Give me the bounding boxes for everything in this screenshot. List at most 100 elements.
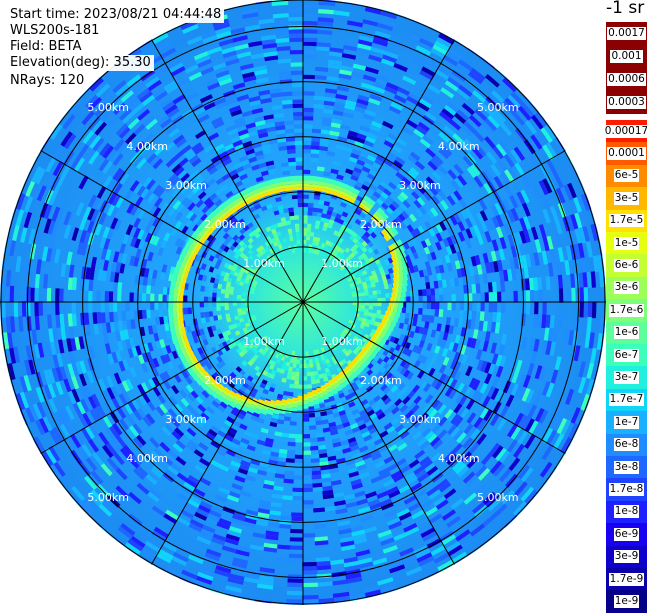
range-gate <box>315 225 320 230</box>
ring-gate <box>173 308 177 316</box>
range-gate <box>293 363 297 368</box>
range-gate <box>298 385 303 389</box>
range-gate <box>296 232 300 237</box>
range-gate <box>314 195 320 200</box>
range-gate <box>289 25 304 30</box>
range-gate <box>291 62 304 66</box>
colorbar-tick-label: 1.7e-5 <box>609 214 645 227</box>
range-gate <box>302 488 313 492</box>
range-gate <box>308 203 314 208</box>
range-gate <box>296 166 304 170</box>
ring-gate <box>303 187 310 191</box>
range-gate <box>146 285 151 294</box>
ring-gate <box>297 406 303 411</box>
start-time-label: Start time: 2023/08/21 04:44:48 <box>0 7 224 23</box>
range-gate <box>360 308 365 312</box>
range-label: 5.00km <box>87 491 129 504</box>
range-gate <box>183 295 187 302</box>
ring-gate <box>297 402 303 406</box>
range-gate <box>238 601 256 607</box>
range-gate <box>294 455 303 459</box>
colorbar-tick-label: 0.0006 <box>607 73 646 86</box>
range-label: 2.00km <box>360 374 402 387</box>
range-gate <box>303 75 316 80</box>
range-gate <box>109 301 113 312</box>
ppi-scan-plot: 1.00km1.00km1.00km1.00km2.00km2.00km2.00… <box>0 0 606 607</box>
instrument-label: WLS200s-181 <box>0 23 102 39</box>
range-gate <box>162 302 166 310</box>
range-gate <box>286 220 291 225</box>
range-gate <box>435 302 439 310</box>
ring-gate <box>169 294 174 302</box>
range-gate <box>306 364 310 368</box>
range-gate <box>290 537 303 541</box>
range-gate <box>594 381 603 399</box>
nrays-label: NRays: 120 <box>0 73 87 89</box>
colorbar-upper-cell: 0.001 <box>606 45 647 68</box>
range-gate <box>163 287 168 295</box>
range-gate <box>297 240 301 244</box>
range-gate <box>225 313 230 318</box>
colorbar-cell: 1e-7 <box>606 411 647 433</box>
ring-gate <box>303 184 310 187</box>
ring-gate <box>393 307 397 313</box>
range-label: 2.00km <box>204 374 246 387</box>
range-gate <box>284 120 294 125</box>
range-gate <box>221 289 226 294</box>
range-gate <box>292 99 303 103</box>
range-gate <box>200 286 205 292</box>
range-gate <box>439 295 443 303</box>
range-gate <box>303 42 317 47</box>
range-gate <box>302 562 317 567</box>
range-label: 2.00km <box>204 218 246 231</box>
range-gate <box>121 311 126 321</box>
range-gate <box>309 421 316 426</box>
range-gate <box>584 302 589 318</box>
range-label: 3.00km <box>165 179 207 192</box>
range-gate <box>109 291 113 302</box>
colorbar-cell: 6e-5 <box>606 165 647 187</box>
range-gate <box>289 33 304 38</box>
range-gate <box>350 601 368 607</box>
range-gate <box>303 13 319 18</box>
range-gate <box>305 351 308 355</box>
range-gate <box>311 149 320 154</box>
range-gate <box>295 157 303 161</box>
range-gate <box>309 363 313 368</box>
range-gate <box>311 458 320 463</box>
ring-gate <box>313 400 319 405</box>
colorbar-cell: 0.0001 <box>606 142 647 164</box>
range-gate <box>10 286 15 302</box>
range-gate <box>294 128 304 132</box>
colorbar-cell: 6e-9 <box>606 523 647 545</box>
range-gate <box>313 508 325 513</box>
range-gate <box>522 290 526 302</box>
range-gate <box>303 149 312 153</box>
range-gate <box>295 228 299 232</box>
range-gate <box>579 302 584 318</box>
ring-gate <box>292 397 298 401</box>
range-gate <box>288 578 304 583</box>
range-gate <box>88 290 93 302</box>
colorbar-upper-cell: 0.0006 <box>606 68 647 91</box>
range-gate <box>373 302 377 306</box>
range-gate <box>237 295 241 299</box>
range-gate <box>294 215 299 220</box>
range-label: 4.00km <box>126 140 168 153</box>
range-gate <box>303 219 308 223</box>
range-gate <box>307 372 311 376</box>
range-gate <box>308 207 313 212</box>
colorbar-unit-label: -1 sr <box>606 0 644 18</box>
ring-gate <box>402 286 407 292</box>
range-gate <box>476 283 481 293</box>
range-gate <box>309 425 316 430</box>
range-gate <box>291 71 304 76</box>
range-gate <box>285 129 295 134</box>
range-gate <box>431 295 435 302</box>
range-gate <box>289 29 304 34</box>
colorbar-tick-label: 0.0001 <box>607 147 646 160</box>
range-gate <box>162 294 166 302</box>
range-gate <box>303 5 320 10</box>
range-gate <box>364 292 369 296</box>
range-gate <box>497 292 501 303</box>
